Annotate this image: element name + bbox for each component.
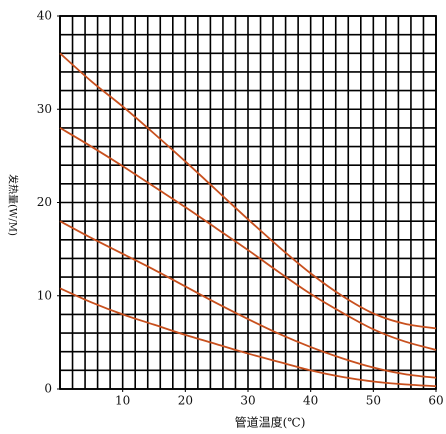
x-tick-label: 50 <box>366 394 381 408</box>
x-tick-label: 40 <box>303 394 318 408</box>
x-tick-label: 60 <box>428 394 443 408</box>
line-series <box>59 127 437 351</box>
y-axis-label: 发热量(W/M) <box>7 174 20 236</box>
line-series <box>59 52 437 330</box>
x-tick-label: 30 <box>240 394 255 408</box>
y-tick-label: 20 <box>37 195 52 209</box>
y-tick-label: 30 <box>37 102 52 116</box>
x-axis-label: 管道温度(℃) <box>235 415 306 430</box>
plot-frame <box>59 15 437 390</box>
x-tick-label: 20 <box>178 394 193 408</box>
y-tick-label: 10 <box>37 288 52 302</box>
x-tick-label: 10 <box>115 394 130 408</box>
y-tick-label: 0 <box>44 382 52 396</box>
y-tick-label: 40 <box>37 9 52 23</box>
line-series <box>59 287 437 388</box>
line-series <box>59 220 437 379</box>
